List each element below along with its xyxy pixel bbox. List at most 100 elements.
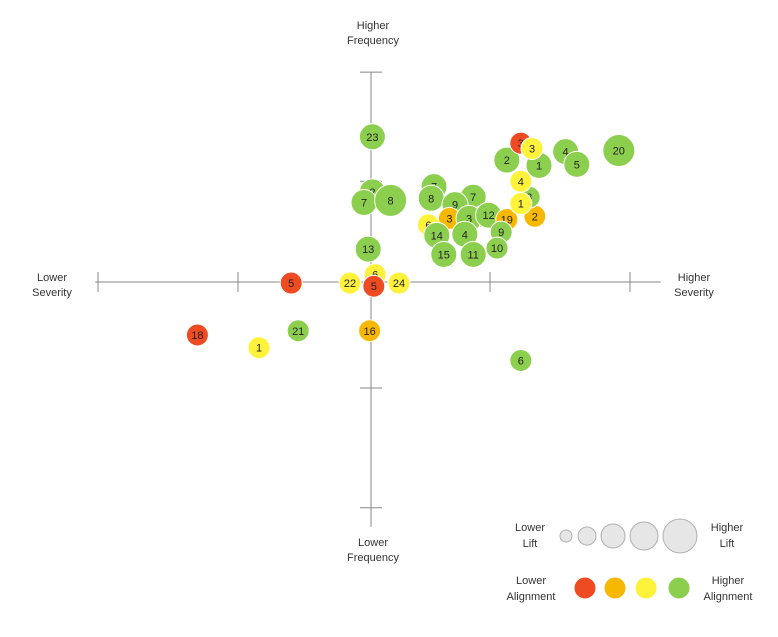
bubble-point: 11 (459, 240, 487, 268)
left-axis-label-line2: Severity (32, 287, 72, 299)
bubble-label: 21 (292, 326, 304, 338)
bubble-label: 23 (366, 132, 378, 144)
lift-legend-circle-5 (662, 518, 698, 554)
bubble-circle (459, 240, 487, 268)
lift-legend-circle-2 (577, 526, 597, 546)
bubble-label: 5 (371, 281, 377, 293)
bubble-label: 1 (518, 199, 524, 211)
bubble-circle (362, 274, 386, 298)
alignment-legend-high-line2: Alignment (704, 591, 753, 603)
top-axis-label-line1: Higher (357, 20, 390, 32)
bubble-label: 20 (613, 146, 625, 158)
lift-legend-low-line2: Lift (523, 538, 538, 550)
bubble-label: 5 (574, 159, 580, 171)
points-layer: 2327878799363121921449131015113142145332… (185, 123, 636, 372)
bubble-label: 4 (518, 176, 524, 188)
bubble-label: 10 (491, 243, 503, 255)
bubble-circle (286, 319, 310, 343)
bubble-circle (354, 235, 382, 263)
bubble-point: 8 (417, 184, 445, 212)
bubble-point: 21 (286, 319, 310, 343)
bubble-circle (185, 323, 209, 347)
bubble-point: 5 (279, 271, 303, 295)
bubble-label: 1 (536, 160, 542, 172)
alignment-swatch-orange (603, 576, 627, 600)
left-axis-label-line1: Lower (37, 272, 67, 284)
bubble-point: 1 (509, 192, 533, 216)
lift-legend-circle-3 (600, 523, 626, 549)
bubble-label: 1 (256, 343, 262, 355)
bubble-circle (374, 183, 408, 217)
bubble-circle (279, 271, 303, 295)
bubble-point: 5 (362, 274, 386, 298)
alignment-legend-low-line2: Alignment (507, 591, 556, 603)
bubble-label: 22 (344, 278, 356, 290)
bubble-label: 13 (362, 244, 374, 256)
bubble-circle (509, 348, 533, 372)
bubble-point: 13 (354, 235, 382, 263)
bubble-circle (430, 240, 458, 268)
bubble-label: 7 (470, 192, 476, 204)
bubble-label: 4 (563, 147, 569, 159)
lift-legend-high-line2: Lift (720, 538, 735, 550)
bubble-point: 10 (485, 236, 509, 260)
bubble-label: 3 (529, 143, 535, 155)
bubble-circle (509, 169, 533, 193)
bubble-label: 16 (363, 326, 375, 338)
bubble-label: 11 (467, 249, 478, 261)
bubble-point: 22 (338, 271, 362, 295)
bubble-circle (338, 271, 362, 295)
bubble-label: 7 (361, 198, 367, 210)
bubble-label: 2 (504, 155, 510, 167)
bubble-label: 9 (498, 227, 504, 239)
bubble-label: 15 (438, 249, 450, 261)
bubble-point: 20 (602, 134, 636, 168)
bubble-circle (485, 236, 509, 260)
bubble-circle (493, 146, 521, 174)
lift-legend-circle-1 (559, 529, 573, 543)
bubble-point: 7 (350, 189, 378, 216)
bubble-label: 3 (466, 213, 472, 225)
bubble-point: 1 (247, 336, 271, 360)
bottom-axis-label-line2: Frequency (347, 552, 399, 564)
alignment-swatch-red (573, 576, 597, 600)
bubble-point: 24 (387, 271, 411, 295)
bubble-point: 8 (374, 183, 408, 217)
bubble-circle (563, 150, 591, 178)
bubble-point: 3 (520, 136, 544, 160)
bubble-circle (247, 336, 271, 360)
bubble-point: 12 (475, 201, 503, 229)
bottom-axis-label-line1: Lower (358, 537, 388, 549)
bubble-point: 18 (185, 323, 209, 347)
lift-legend-low-line1: Lower (515, 522, 545, 534)
lift-legend-circle-4 (629, 521, 659, 551)
bubble-circle (387, 271, 411, 295)
bubble-point: 5 (563, 150, 591, 178)
bubble-circle (520, 136, 544, 160)
bubble-label: 8 (388, 195, 394, 207)
bubble-label: 18 (191, 330, 203, 342)
bubble-label: 12 (482, 210, 494, 222)
alignment-legend: Lower Alignment Higher Alignment (507, 575, 753, 603)
bubble-point: 16 (358, 319, 382, 343)
bubble-circle (602, 134, 636, 168)
right-axis-label-line1: Higher (678, 272, 711, 284)
alignment-swatch-yellow (634, 576, 658, 600)
bubble-label: 4 (462, 229, 468, 241)
lift-legend-high-line1: Higher (711, 522, 744, 534)
alignment-legend-low-line1: Lower (516, 575, 546, 587)
bubble-circle (358, 123, 386, 151)
alignment-swatches (573, 576, 691, 600)
right-axis-label-line2: Severity (674, 287, 714, 299)
bubble-point: 15 (430, 240, 458, 268)
lift-legend: Lower Lift Higher Lift (515, 518, 744, 554)
bubble-label: 3 (446, 213, 452, 225)
bubble-point: 4 (509, 169, 533, 193)
bubble-label: 2 (532, 211, 538, 223)
bubble-point: 2 (493, 146, 521, 174)
bubble-label: 3 (518, 138, 524, 150)
bubble-label: 6 (518, 355, 524, 367)
bubble-label: 5 (288, 278, 294, 290)
